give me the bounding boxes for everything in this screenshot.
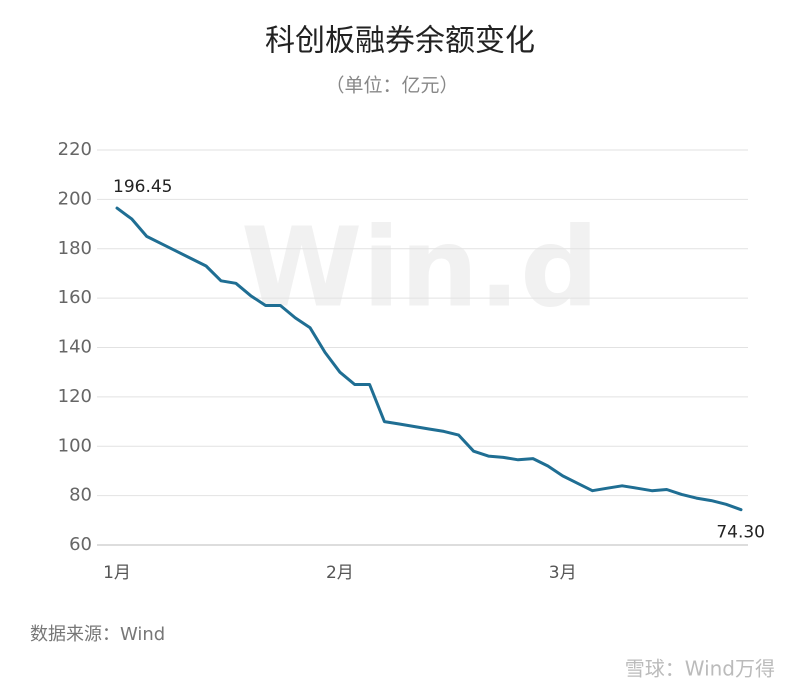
value-label: 196.45 [113, 177, 172, 197]
chart-subtitle: （单位：亿元） [325, 75, 458, 97]
chart-title: 科创板融券余额变化 [265, 24, 535, 59]
x-tick-label: 3月 [549, 563, 577, 583]
source: 数据来源：Wind [30, 624, 165, 645]
y-tick-label: 120 [58, 386, 92, 407]
y-tick-label: 80 [69, 485, 92, 506]
y-tick-label: 100 [58, 435, 92, 456]
x-tick-label: 1月 [103, 563, 131, 583]
y-tick-label: 140 [58, 337, 92, 358]
y-tick-label: 200 [58, 188, 92, 209]
y-tick-label: 60 [69, 534, 92, 555]
x-tick-label: 2月 [326, 563, 354, 583]
y-tick-label: 220 [58, 139, 92, 160]
footer: 雪球：Wind万得 [625, 657, 775, 681]
value-label: 74.30 [716, 523, 765, 543]
y-tick-label: 160 [58, 287, 92, 308]
y-tick-label: 180 [58, 238, 92, 259]
watermark: Win.d [241, 203, 599, 331]
data-line [115, 206, 743, 512]
